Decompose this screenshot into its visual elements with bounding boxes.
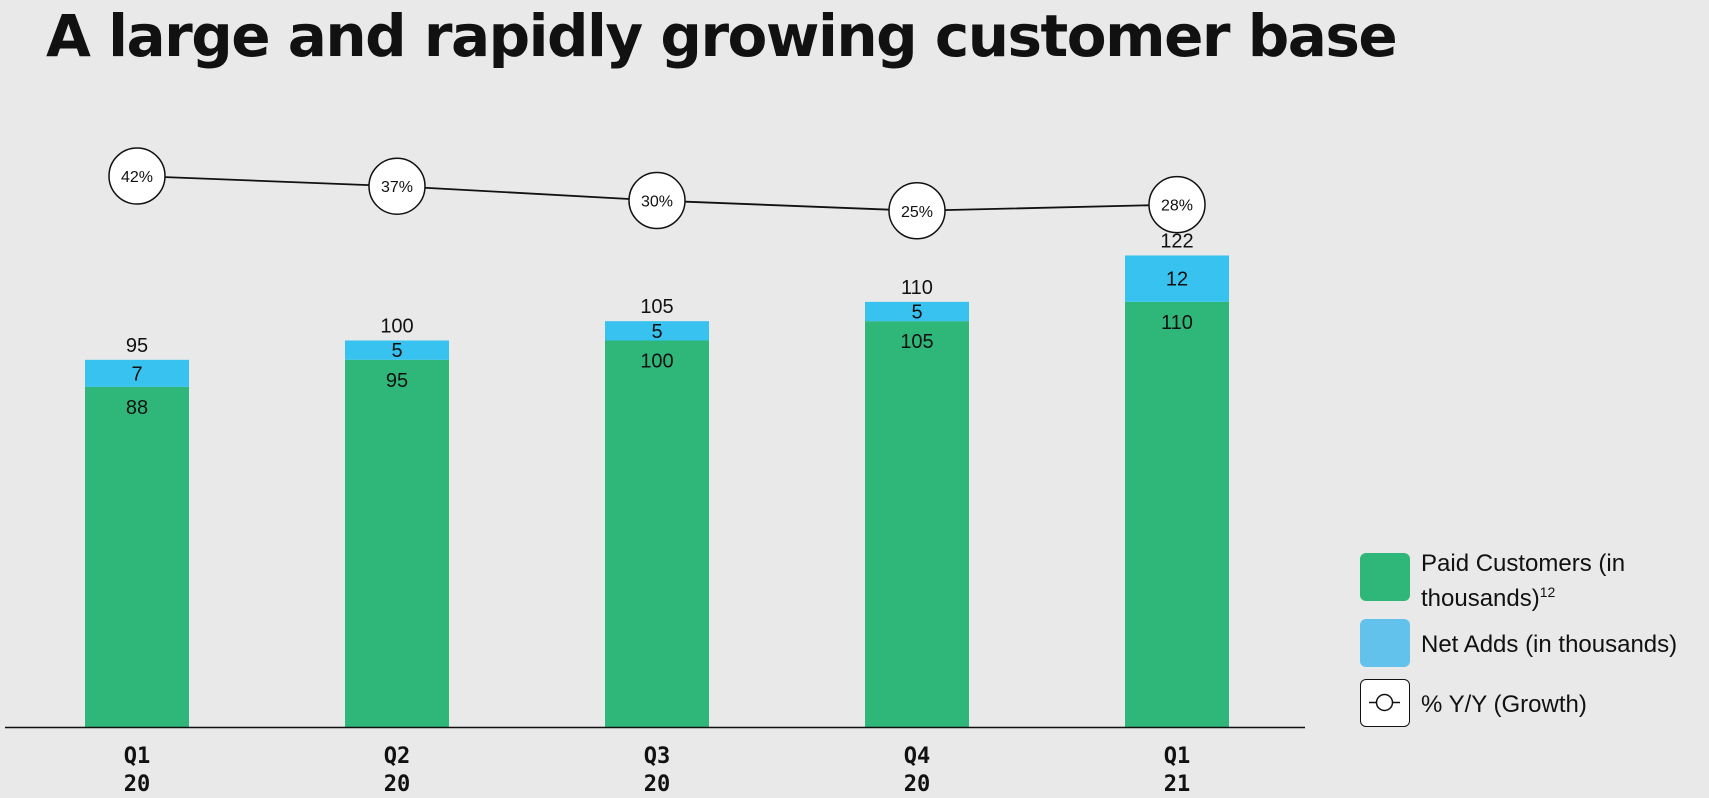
growth-label-4: 25% <box>901 204 933 221</box>
growth-label-2: 37% <box>381 179 413 196</box>
bar-paid-customers-1 <box>85 386 189 727</box>
x-tick-label-2-line-2: 20 <box>384 772 411 797</box>
total-label-1: 95 <box>126 335 148 357</box>
legend-swatch-paid-customers <box>1360 553 1410 601</box>
growth-label-3: 30% <box>641 194 673 211</box>
x-tick-label-1-line-1: Q1 <box>124 744 151 769</box>
net-adds-label-5: 12 <box>1166 269 1188 291</box>
bar-net-adds-4 <box>865 301 969 322</box>
x-tick-label-2-line-1: Q2 <box>384 744 411 769</box>
x-tick-label-4-line-2: 20 <box>904 772 931 797</box>
legend-label-paid-text: Paid Customers (in thousands) <box>1421 550 1626 612</box>
total-label-4: 110 <box>901 277 933 299</box>
x-tick-label-5-line-2: 21 <box>1164 772 1191 797</box>
total-label-2: 100 <box>380 316 413 338</box>
bar-paid-customers-5 <box>1125 301 1229 727</box>
total-label-3: 105 <box>640 296 673 318</box>
bar-net-adds-5 <box>1125 255 1229 302</box>
x-tick-label-1-line-2: 20 <box>124 772 151 797</box>
growth-label-5: 28% <box>1161 198 1193 215</box>
bar-paid-customers-2 <box>345 359 449 727</box>
net-adds-label-3: 5 <box>651 321 662 343</box>
growth-label-1: 42% <box>121 169 153 186</box>
x-tick-label-3-line-1: Q3 <box>644 744 671 769</box>
net-adds-label-4: 5 <box>911 302 922 324</box>
growth-point-2 <box>368 157 426 215</box>
paid-label-5: 110 <box>1161 312 1193 334</box>
growth-point-1 <box>108 147 166 205</box>
page-title: A large and rapidly growing customer bas… <box>46 2 1398 70</box>
growth-point-4 <box>888 182 946 240</box>
line-marker-icon <box>1360 679 1410 727</box>
bar-paid-customers-3 <box>605 340 709 727</box>
net-adds-label-2: 5 <box>391 340 402 362</box>
paid-label-3: 100 <box>640 351 673 373</box>
growth-point-3 <box>628 171 686 230</box>
legend-label-net-adds: Net Adds (in thousands) <box>1421 631 1678 658</box>
legend-swatch-net-adds <box>1360 619 1410 667</box>
paid-label-2: 95 <box>386 370 408 392</box>
paid-label-4: 105 <box>900 331 933 353</box>
bar-net-adds-2 <box>345 340 449 360</box>
legend-footnote: 12 <box>1539 584 1556 600</box>
legend-label-growth: % Y/Y (Growth) <box>1421 691 1587 718</box>
bar-net-adds-3 <box>605 321 709 341</box>
net-adds-label-1: 7 <box>131 363 142 385</box>
bar-paid-customers-4 <box>865 321 969 727</box>
paid-label-1: 88 <box>126 397 148 419</box>
x-tick-label-5-line-1: Q1 <box>1164 744 1191 769</box>
x-tick-label-3-line-2: 20 <box>644 772 671 797</box>
legend-label-paid-customers: Paid Customers (in thousands)12 <box>1421 549 1701 613</box>
total-label-5: 122 <box>1160 230 1193 252</box>
growth-point-5 <box>1148 175 1206 234</box>
bar-net-adds-1 <box>85 359 189 387</box>
x-tick-label-4-line-1: Q4 <box>904 744 931 769</box>
